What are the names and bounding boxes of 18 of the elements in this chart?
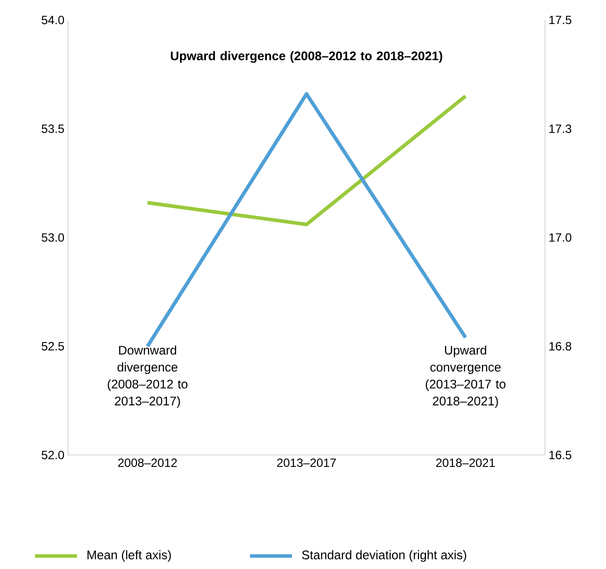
annotation: Upward convergence (2013–2017 to 2018–2021) <box>426 345 506 408</box>
legend-label: Mean (left axis) <box>88 550 171 562</box>
y-tick-label: 52.0 <box>42 450 64 460</box>
y2-tick-label: 16.8 <box>549 342 572 350</box>
annotation: Upward divergence (2008–2012 to 2018–2021) <box>170 51 442 63</box>
legend-label: Standard deviation (right axis) <box>302 550 466 562</box>
y-tick-label: 54.0 <box>42 16 64 24</box>
y-tick-label: 53.0 <box>42 233 64 242</box>
y2-tick-label: 17.3 <box>549 124 572 133</box>
y-tick-label: 53.5 <box>42 124 64 133</box>
x-tick-label: 2018–2021 <box>436 458 495 467</box>
y-tick-label: 52.5 <box>42 342 64 350</box>
y2-tick-label: 16.5 <box>549 450 572 460</box>
y2-tick-label: 17.0 <box>549 233 572 242</box>
x-tick-label: 2008–2012 <box>118 458 177 467</box>
annotation: Downward divergence (2008–2012 to 2013–2017) <box>108 345 188 408</box>
y2-tick-label: 17.5 <box>549 16 572 24</box>
x-tick-label: 2013–2017 <box>277 458 336 467</box>
